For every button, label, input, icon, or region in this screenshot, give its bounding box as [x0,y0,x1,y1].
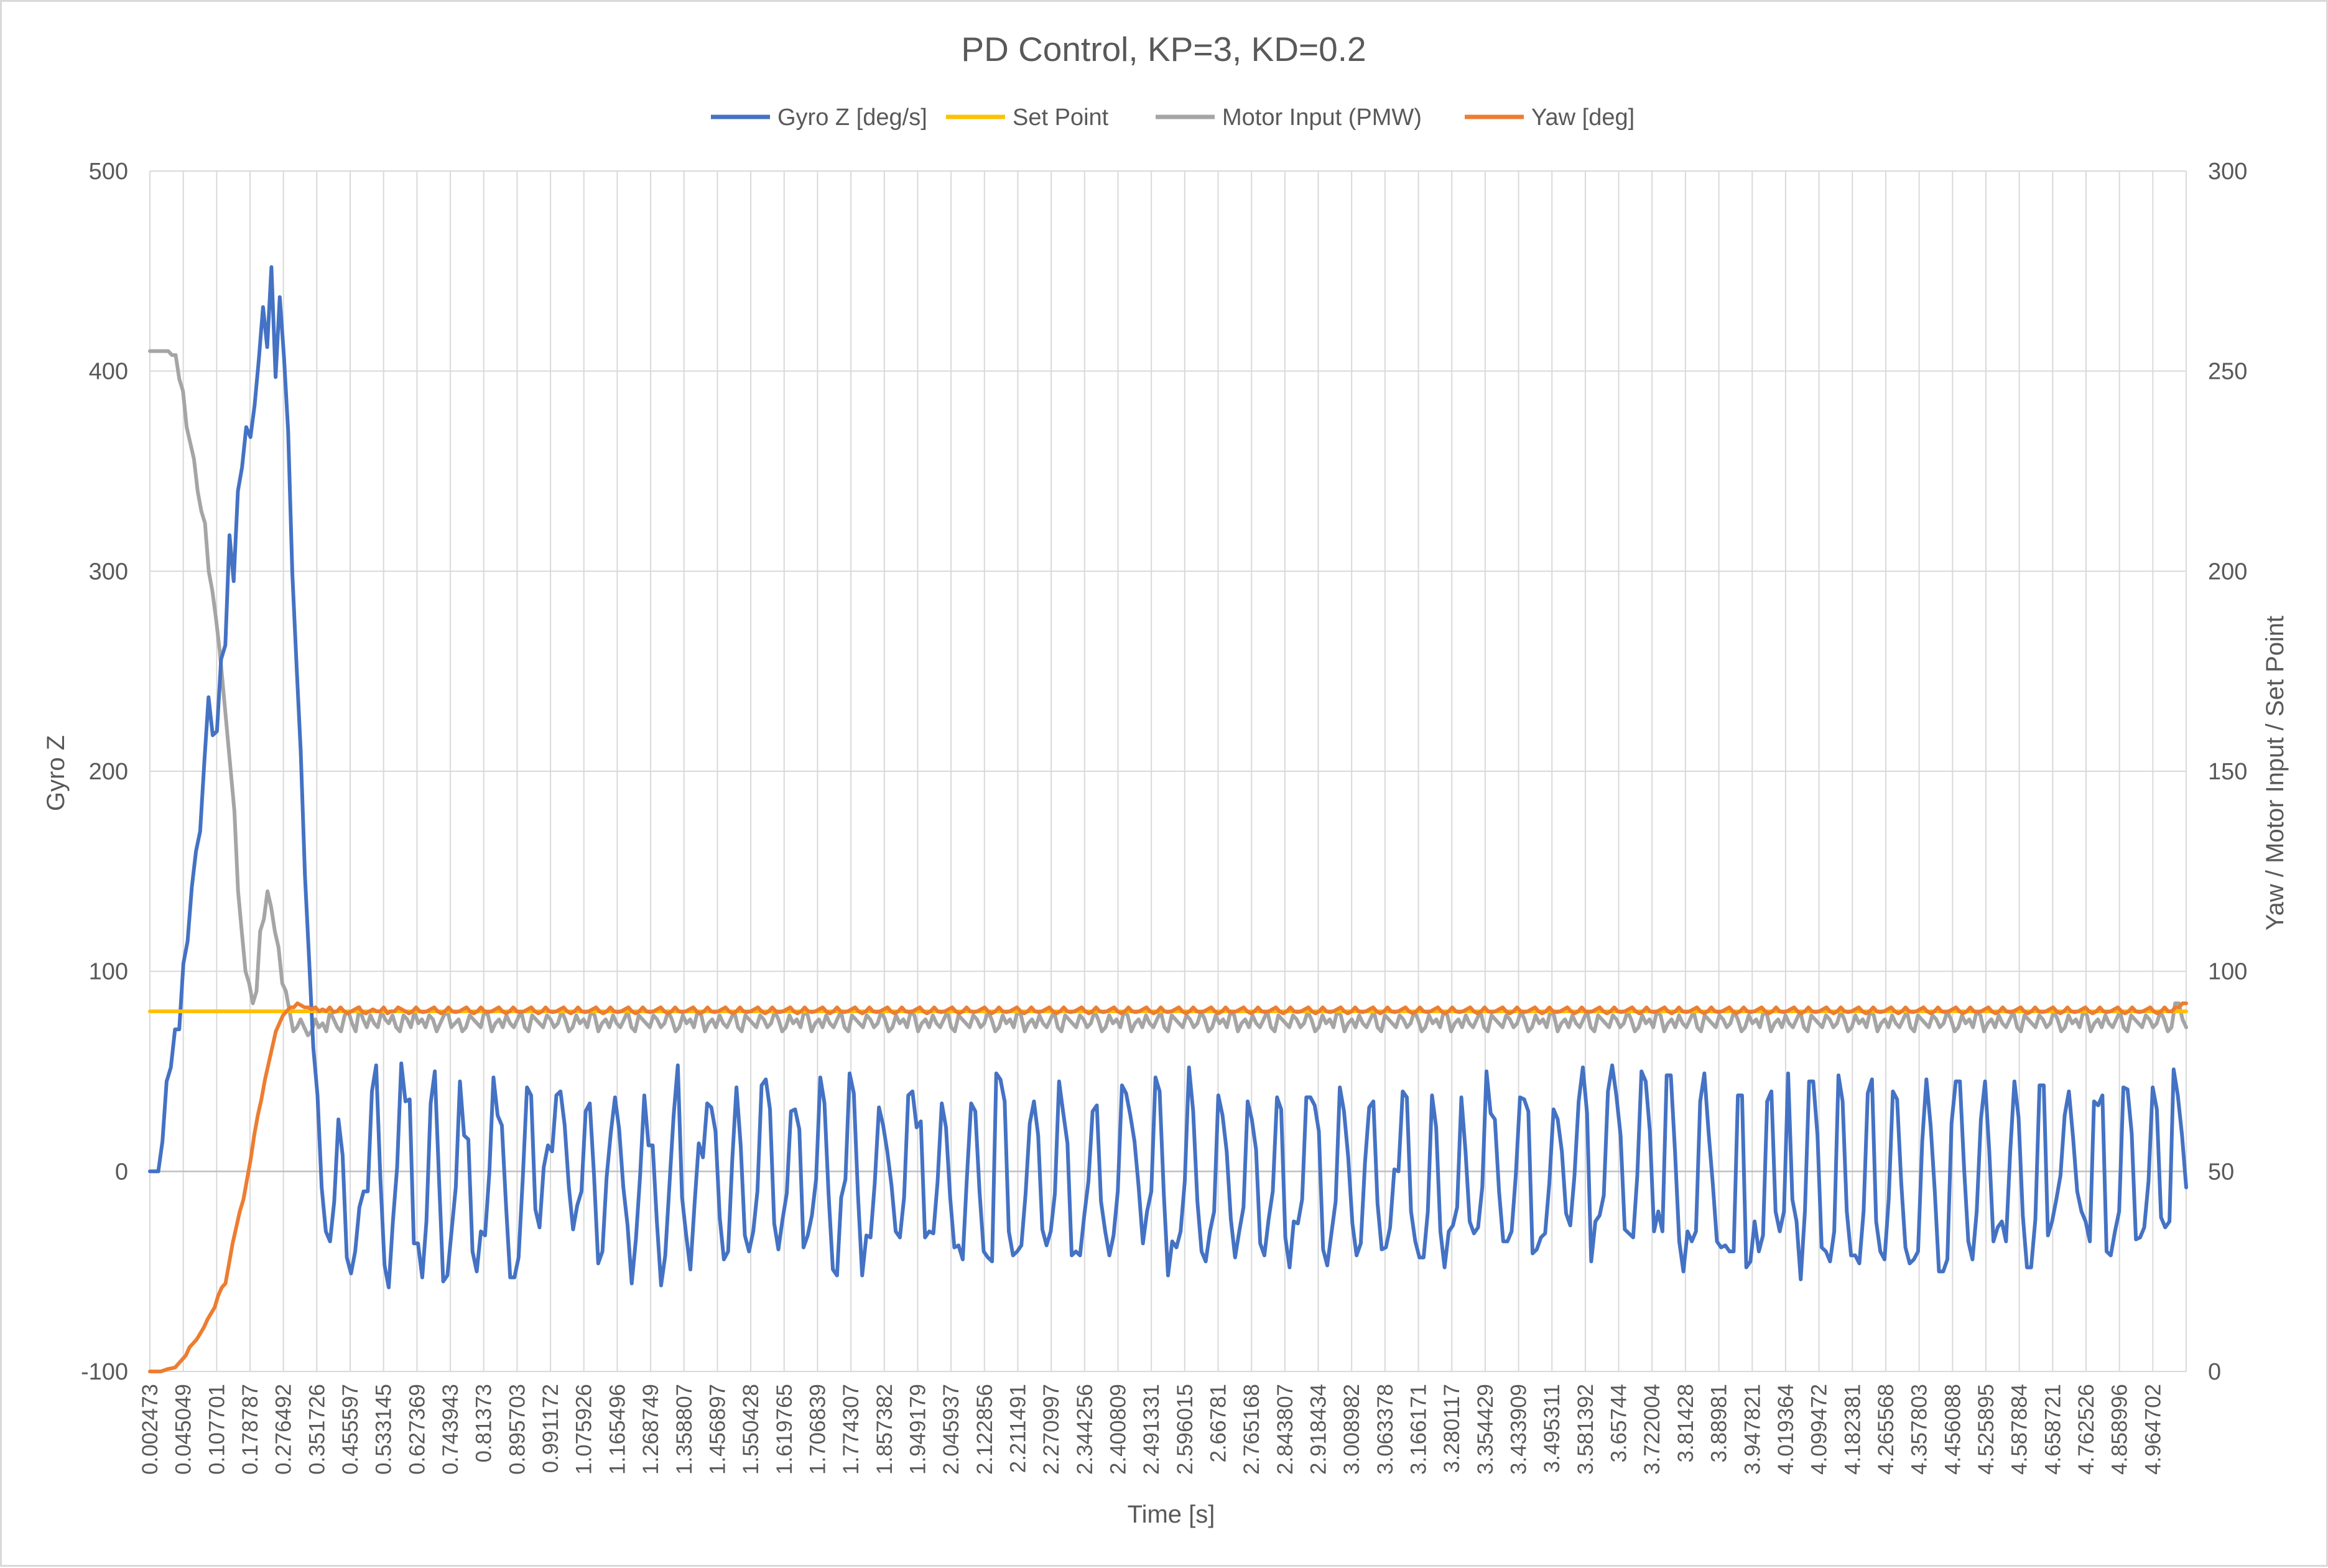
gridlines [149,170,2187,1372]
x-tick-label: 1.550428 [739,1384,763,1475]
y-left-tick-labels: 500 400 300 200 100 0 -100 [81,159,128,1385]
series-line-gyro-z-deg-s [148,265,2188,1289]
y-right-axis-title: Yaw / Motor Input / Set Point [2261,616,2289,930]
series-line-yaw-deg [148,1001,2188,1373]
x-tick-label: 1.774307 [839,1384,863,1475]
y-left-tick-label: 400 [89,359,128,385]
x-tick-label: 2.765168 [1240,1384,1264,1475]
legend-label-set-point: Set Point [1013,104,1109,131]
x-tick-label: 4.099472 [1807,1384,1832,1475]
y-right-tick-label: 300 [2208,159,2247,185]
x-tick-label: 2.211491 [1006,1384,1030,1473]
x-tick-label: 3.581392 [1574,1384,1598,1475]
legend: Gyro Z [deg/s] Set Point Motor Input (PMW)… [711,104,1635,131]
x-tick-label: 2.491331 [1139,1384,1164,1475]
x-tick-label: 2.270997 [1039,1384,1064,1475]
x-tick-label: 2.843807 [1273,1384,1297,1475]
y-right-tick-labels: 300 250 200 150 100 50 0 [2208,159,2247,1385]
x-tick-label: 0.455597 [338,1384,363,1475]
x-tick-label: 0.533145 [372,1384,396,1475]
x-tick-label: 0.002473 [138,1384,162,1475]
x-tick-label: 3.947821 [1740,1384,1765,1475]
x-tick-label: 4.587884 [2008,1384,2032,1475]
x-tick-label: 0.178787 [238,1384,262,1475]
x-tick-label: 2.045937 [939,1384,963,1475]
series-layer [148,265,2188,1373]
x-tick-label: 3.65744 [1607,1384,1631,1463]
x-tick-label: 0.895703 [505,1384,529,1475]
x-tick-label: 3.354429 [1473,1384,1498,1475]
x-tick-label: 3.063378 [1373,1384,1398,1475]
x-tick-label: 1.706839 [805,1384,830,1475]
y-left-tick-label: -100 [81,1359,128,1385]
x-tick-label: 2.918434 [1307,1384,1331,1475]
legend-label-gyro-z-deg-s: Gyro Z [deg/s] [777,104,927,131]
x-tick-label: 0.351726 [305,1384,329,1475]
x-tick-label: 4.964702 [2141,1384,2165,1475]
x-tick-label: 0.991172 [539,1384,563,1473]
y-left-tick-label: 100 [89,959,128,985]
x-tick-label: 3.166171 [1407,1384,1431,1475]
x-tick-label: 3.280117 [1440,1384,1464,1473]
x-tick-label: 4.265568 [1874,1384,1898,1475]
x-tick-label: 4.456088 [1941,1384,1965,1475]
x-tick-label: 1.619765 [772,1384,797,1475]
y-left-tick-label: 500 [89,159,128,185]
y-left-axis-title: Gyro Z [42,735,70,811]
chart-title: PD Control, KP=3, KD=0.2 [961,30,1366,68]
x-tick-label: 1.165496 [605,1384,629,1475]
y-right-tick-label: 50 [2208,1159,2234,1185]
x-tick-label: 1.358807 [672,1384,697,1475]
legend-label-yaw-deg: Yaw [deg] [1531,104,1635,131]
x-tick-label: 2.344256 [1073,1384,1097,1475]
x-tick-label: 3.722004 [1640,1384,1664,1475]
x-tick-label: 2.400809 [1106,1384,1130,1475]
x-tick-label: 0.627369 [405,1384,429,1475]
x-tick-label: 3.81428 [1674,1384,1698,1463]
y-right-tick-label: 250 [2208,359,2247,385]
x-tick-label: 4.019364 [1774,1384,1798,1475]
x-tick-label: 0.743943 [438,1384,463,1475]
x-tick-label: 0.107701 [205,1384,229,1475]
x-tick-label: 3.88981 [1707,1384,1732,1463]
x-tick-label: 4.658721 [2041,1384,2065,1475]
x-tick-label: 4.858996 [2108,1384,2132,1475]
x-tick-label: 3.495311 [1540,1384,1564,1473]
x-tick-label: 0.276492 [272,1384,296,1475]
x-tick-label: 2.122856 [973,1384,997,1475]
x-tick-label: 0.81373 [472,1384,496,1463]
x-tick-label: 1.075926 [572,1384,596,1475]
x-tick-label: 1.857382 [873,1384,897,1475]
x-tick-label: 1.268749 [639,1384,663,1475]
y-left-tick-label: 300 [89,559,128,585]
x-tick-label: 2.66781 [1207,1384,1231,1463]
x-tick-labels: 0.002473 0.045049 0.107701 0.178787 0.276492… [138,1384,2165,1475]
legend-label-motor-input-pmw: Motor Input (PMW) [1222,104,1422,131]
x-axis-title: Time [s] [1128,1501,1215,1528]
x-tick-label: 3.433909 [1507,1384,1531,1475]
y-right-tick-label: 150 [2208,759,2247,785]
x-tick-label: 0.045049 [172,1384,196,1475]
y-right-tick-label: 200 [2208,559,2247,585]
x-tick-label: 3.008982 [1340,1384,1364,1475]
y-left-tick-label: 0 [115,1159,128,1185]
x-tick-label: 1.949179 [906,1384,930,1475]
x-tick-label: 4.525895 [1974,1384,1998,1475]
y-right-tick-label: 0 [2208,1359,2221,1385]
x-tick-label: 4.182381 [1840,1384,1865,1475]
y-right-tick-label: 100 [2208,959,2247,985]
x-tick-label: 4.357803 [1908,1384,1932,1475]
x-tick-label: 1.456897 [705,1384,730,1475]
x-tick-label: 4.762526 [2074,1384,2098,1475]
y-left-tick-label: 200 [89,759,128,785]
x-tick-label: 2.596015 [1173,1384,1197,1475]
series-line-motor-input-pmw [148,349,2188,1037]
